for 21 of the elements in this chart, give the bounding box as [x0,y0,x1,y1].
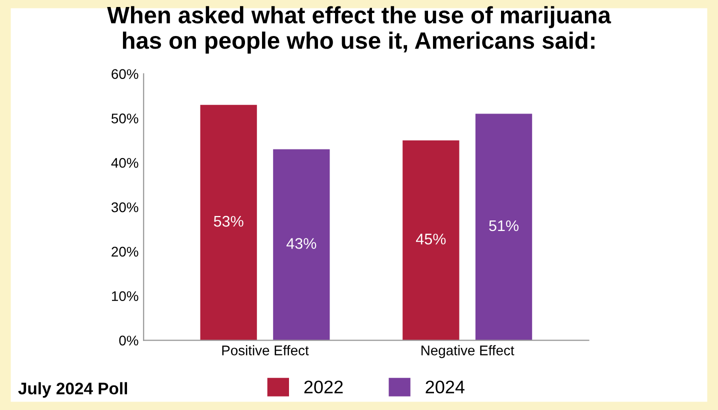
y-tick-label: 20% [112,246,138,257]
legend-label: 2022 [304,380,343,394]
y-tick-label: 40% [111,158,138,168]
data-label: 51% [489,220,519,232]
legend-label: 2024 [426,380,464,394]
bar [273,149,330,340]
y-tick-label: 60% [112,69,138,79]
data-label: 53% [214,216,244,227]
chart-title: When asked what effect the use of marijuana has on people who use it, Americans said: [107,6,612,54]
y-tick-label: 0% [119,336,138,346]
y-tick-label: 50% [111,114,138,124]
data-label: 45% [416,234,446,244]
bar [402,140,460,340]
y-tick-label: 10% [112,291,138,302]
y-tick-label: 30% [111,202,138,212]
text: July 2024 Poll [18,382,128,398]
bar [200,104,257,340]
data-label: 43% [286,238,316,249]
x-tick-label: Positive Effect [222,345,309,356]
x-tick-label: Negative Effect [422,345,514,358]
bar [475,114,532,340]
